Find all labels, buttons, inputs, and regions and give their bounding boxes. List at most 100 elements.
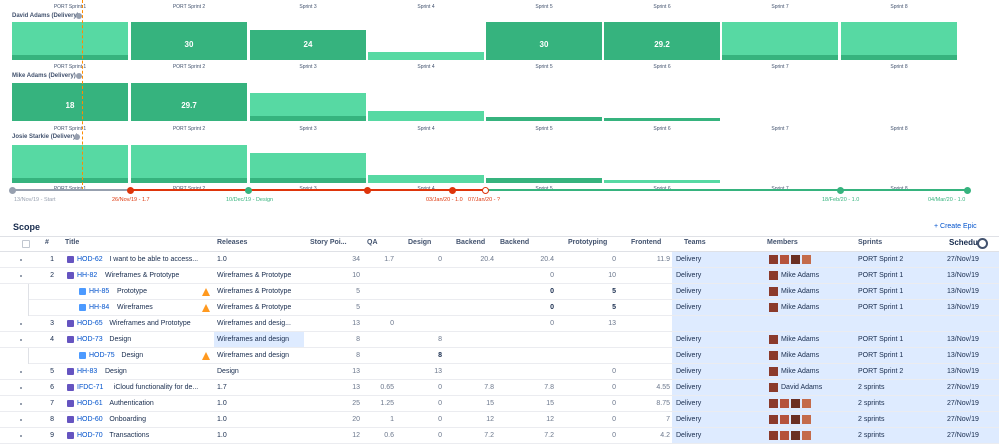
row-highlight bbox=[672, 428, 999, 443]
row-highlight bbox=[672, 348, 999, 363]
row-highlight bbox=[672, 364, 999, 379]
cell-release: 1.7 bbox=[217, 384, 227, 391]
avatar bbox=[769, 255, 778, 264]
issue-key[interactable]: HOD-70 bbox=[77, 432, 103, 439]
milestone bbox=[964, 187, 971, 194]
cell-proto: 0 bbox=[612, 432, 616, 439]
cell-release: 1.0 bbox=[217, 432, 227, 439]
create-epic[interactable]: + Create Epic bbox=[934, 223, 977, 230]
issue-key[interactable]: HOD-65 bbox=[77, 320, 103, 327]
capacity-bar bbox=[368, 111, 484, 121]
milestone bbox=[245, 187, 252, 194]
issue-key[interactable]: HH-84 bbox=[89, 304, 110, 311]
expander[interactable] bbox=[20, 323, 22, 325]
issue-key[interactable]: HOD-73 bbox=[77, 336, 103, 343]
sprint-label: Sprint 6 bbox=[653, 4, 671, 10]
avatar bbox=[802, 415, 811, 424]
issue-key[interactable]: HOD-60 bbox=[77, 416, 103, 423]
expander[interactable] bbox=[20, 403, 22, 405]
avatar bbox=[780, 431, 789, 440]
cell-proto: 5 bbox=[612, 288, 616, 295]
issue-key[interactable]: HH-82 bbox=[77, 272, 98, 279]
expander[interactable] bbox=[20, 275, 22, 277]
warning-icon bbox=[202, 304, 210, 312]
epic-icon bbox=[67, 384, 74, 391]
cell-backend2: 7.8 bbox=[544, 384, 554, 391]
capacity-bar-base bbox=[722, 55, 838, 60]
bar-value: 30 bbox=[184, 40, 194, 49]
cell-story: 8 bbox=[356, 336, 360, 343]
column-header: # bbox=[45, 239, 49, 246]
cell-num: 8 bbox=[50, 416, 54, 423]
row-line bbox=[0, 267, 999, 268]
epic-icon bbox=[67, 368, 74, 375]
cell-member: Mike Adams bbox=[781, 352, 820, 359]
expander[interactable] bbox=[20, 419, 22, 421]
capacity-bar bbox=[131, 83, 247, 121]
cell-backend: 7.2 bbox=[484, 432, 494, 439]
cell-story: 20 bbox=[352, 416, 360, 423]
cell-story: 5 bbox=[356, 288, 360, 295]
capacity-bar-base bbox=[131, 55, 247, 60]
issue-key[interactable]: HOD-61 bbox=[77, 400, 103, 407]
bar-value: 24 bbox=[303, 40, 313, 49]
cell-schedule: 13/Nov/19 bbox=[947, 352, 979, 359]
cell-schedule: 13/Nov/19 bbox=[947, 272, 979, 279]
cell-team: Delivery bbox=[676, 432, 702, 439]
expander[interactable] bbox=[20, 387, 22, 389]
sprint-label: PORT Sprint 2 bbox=[172, 64, 206, 70]
cell-proto: 13 bbox=[608, 320, 616, 327]
sprint-label: Sprint 3 bbox=[299, 4, 317, 10]
issue-title: Wireframes bbox=[117, 304, 153, 311]
capacity-bar-base bbox=[12, 55, 128, 60]
issue-key[interactable]: HH-83 bbox=[77, 368, 98, 375]
sprint-label: Sprint 7 bbox=[771, 4, 789, 10]
cell-release: Wireframes and design bbox=[217, 352, 289, 359]
column-header: Releases bbox=[217, 239, 248, 246]
issue-key[interactable]: HH-85 bbox=[89, 288, 110, 295]
cell-design: 0 bbox=[438, 256, 442, 263]
sprint-label: Sprint 3 bbox=[299, 126, 317, 132]
cell-qa: 1.7 bbox=[384, 256, 394, 263]
settings-icon[interactable] bbox=[977, 238, 988, 249]
cell-sprint: PORT Sprint 2 bbox=[858, 256, 904, 263]
milestone bbox=[837, 187, 844, 194]
column-header: Backend bbox=[456, 239, 486, 246]
capacity-bar-base bbox=[131, 178, 247, 183]
cell-proto: 5 bbox=[612, 304, 616, 311]
column-header: Schedu bbox=[949, 238, 978, 247]
avatar bbox=[769, 431, 778, 440]
cell-backend2: 20.4 bbox=[540, 256, 554, 263]
issue-key[interactable]: IFDC-71 bbox=[77, 384, 104, 391]
cell-schedule: 13/Nov/19 bbox=[947, 304, 979, 311]
timeline-seg bbox=[12, 189, 130, 191]
expander[interactable] bbox=[20, 339, 22, 341]
capacity-bar bbox=[12, 83, 128, 121]
milestone-label: 04/Mar/20 - 1.0 bbox=[928, 197, 966, 203]
avatar bbox=[769, 399, 778, 408]
capacity-bar bbox=[841, 22, 957, 60]
expander[interactable] bbox=[20, 259, 22, 261]
cell-sprint: PORT Sprint 1 bbox=[858, 304, 904, 311]
capacity-bar-base bbox=[486, 55, 602, 60]
issue-key[interactable]: HOD-75 bbox=[89, 352, 115, 359]
issue-key[interactable]: HOD-62 bbox=[77, 256, 103, 263]
milestone bbox=[482, 187, 489, 194]
cell-member: Mike Adams bbox=[781, 304, 820, 311]
avatar bbox=[769, 271, 778, 280]
cell-backend2: 15 bbox=[546, 400, 554, 407]
expander[interactable] bbox=[20, 371, 22, 373]
expander[interactable] bbox=[20, 435, 22, 437]
cell-team: Delivery bbox=[676, 304, 702, 311]
row-highlight bbox=[672, 300, 999, 315]
bar-value: 29.7 bbox=[181, 101, 197, 110]
sprint-label: PORT Sprint 1 bbox=[53, 64, 87, 70]
timeline-seg bbox=[485, 189, 967, 191]
issue-title: Wireframes and Prototype bbox=[109, 320, 191, 327]
milestone bbox=[127, 187, 134, 194]
cell-design: 8 bbox=[438, 336, 442, 343]
cell-sprint: PORT Sprint 2 bbox=[858, 368, 904, 375]
divider bbox=[0, 236, 999, 237]
capacity-bar bbox=[604, 118, 720, 121]
avatar bbox=[780, 255, 789, 264]
